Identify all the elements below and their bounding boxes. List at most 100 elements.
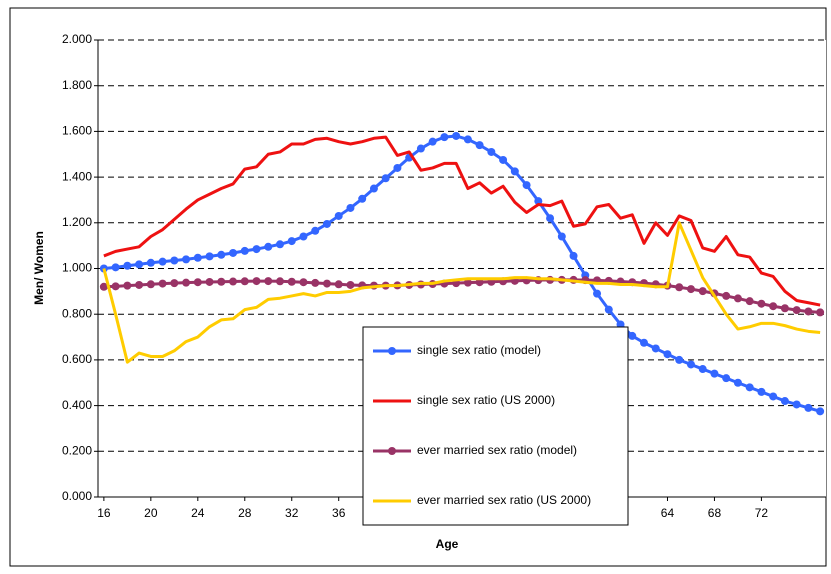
point — [416, 144, 425, 153]
point — [546, 214, 555, 223]
x-tick-label: 24 — [191, 506, 205, 520]
point — [475, 141, 484, 150]
point — [616, 320, 625, 329]
x-tick-label: 72 — [755, 506, 769, 520]
point — [158, 257, 167, 266]
point — [311, 278, 320, 287]
point — [123, 281, 132, 290]
point — [463, 278, 472, 287]
point — [205, 277, 214, 286]
y-tick-label: 0.000 — [62, 489, 92, 503]
point — [111, 282, 120, 291]
point — [792, 306, 801, 315]
point — [757, 387, 766, 396]
point — [733, 294, 742, 303]
point — [710, 369, 719, 378]
point — [229, 248, 238, 257]
point — [123, 261, 132, 270]
y-axis-title: Men/ Women — [32, 231, 46, 305]
point — [193, 278, 202, 287]
y-tick-label: 0.800 — [62, 306, 92, 320]
point — [804, 403, 813, 412]
point — [381, 174, 390, 183]
point — [816, 308, 825, 317]
point — [264, 242, 273, 251]
point — [487, 147, 496, 156]
legend-box — [362, 326, 629, 526]
point — [675, 283, 684, 292]
point — [604, 305, 613, 314]
point — [346, 203, 355, 212]
point — [240, 277, 249, 286]
point — [593, 289, 602, 298]
legend-label: ever married sex ratio (US 2000) — [417, 493, 591, 507]
point — [276, 277, 284, 286]
point — [780, 397, 789, 406]
point — [698, 365, 707, 374]
point — [769, 302, 778, 311]
point — [686, 285, 695, 294]
y-tick-label: 2.000 — [62, 32, 92, 46]
point — [675, 355, 684, 364]
y-tick-label: 0.200 — [62, 443, 92, 457]
point — [146, 280, 155, 289]
y-tick-label: 0.600 — [62, 352, 92, 366]
point — [217, 250, 226, 259]
x-tick-label: 20 — [144, 506, 158, 520]
point — [651, 344, 660, 353]
point — [522, 181, 531, 190]
point — [322, 219, 331, 228]
point — [698, 287, 707, 296]
point — [369, 184, 378, 193]
point — [135, 280, 144, 289]
point — [440, 133, 449, 142]
point — [792, 400, 801, 409]
point — [276, 240, 284, 249]
point — [557, 232, 566, 241]
point — [322, 279, 331, 288]
point — [569, 251, 578, 260]
point — [229, 277, 238, 286]
point — [299, 232, 308, 241]
point — [804, 307, 813, 316]
point — [722, 291, 731, 300]
point — [358, 194, 367, 203]
point — [193, 253, 202, 262]
legend-label: single sex ratio (US 2000) — [417, 393, 555, 407]
point — [158, 279, 167, 288]
x-tick-label: 36 — [332, 506, 346, 520]
point — [452, 131, 461, 140]
point — [780, 304, 789, 313]
legend-label: single sex ratio (model) — [417, 343, 541, 357]
x-tick-label: 64 — [661, 506, 675, 520]
legend-marker — [388, 347, 396, 355]
x-tick-label: 28 — [238, 506, 252, 520]
point — [663, 350, 672, 359]
point — [346, 280, 355, 289]
point — [428, 137, 437, 146]
point — [745, 383, 754, 392]
point — [99, 282, 108, 291]
point — [311, 226, 320, 235]
point — [769, 392, 778, 401]
point — [146, 258, 155, 267]
point — [182, 278, 191, 287]
point — [640, 338, 648, 347]
y-tick-label: 1.000 — [62, 261, 92, 275]
legend-marker — [388, 447, 396, 455]
y-tick-label: 0.400 — [62, 398, 92, 412]
point — [722, 374, 731, 383]
point — [463, 135, 472, 144]
y-tick-label: 1.200 — [62, 215, 92, 229]
point — [745, 297, 754, 306]
x-tick-label: 68 — [708, 506, 722, 520]
point — [240, 246, 249, 255]
point — [170, 279, 179, 288]
point — [205, 252, 214, 261]
x-tick-label: 32 — [285, 506, 299, 520]
y-tick-label: 1.600 — [62, 124, 92, 138]
point — [334, 280, 343, 289]
point — [135, 260, 144, 269]
y-tick-label: 1.800 — [62, 78, 92, 92]
